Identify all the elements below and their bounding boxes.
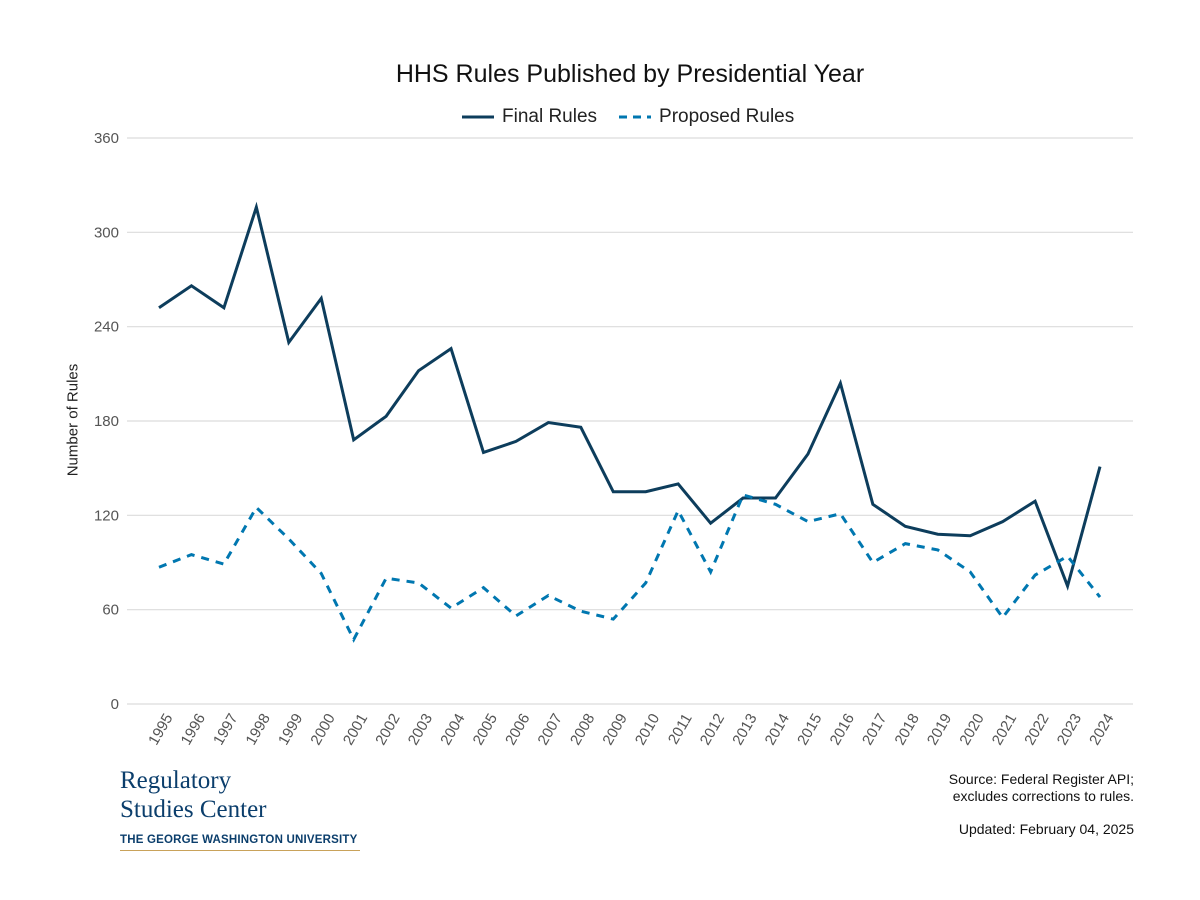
- legend-item-proposed: Proposed Rules: [619, 106, 794, 128]
- x-tick-label: 2019: [924, 711, 955, 748]
- x-tick-label: 2008: [567, 711, 598, 748]
- y-tick-label: 60: [102, 602, 119, 619]
- x-tick-label: 2016: [827, 711, 858, 748]
- y-tick-label: 240: [94, 319, 119, 336]
- source-line-2: excludes corrections to rules.: [952, 788, 1134, 804]
- legend-dashed-line-icon: [619, 115, 652, 119]
- source-note: Source: Federal Register API; excludes c…: [949, 771, 1134, 805]
- x-tick-label: 2023: [1054, 711, 1085, 748]
- x-tick-label: 2024: [1086, 711, 1117, 748]
- x-tick-label: 2004: [437, 711, 468, 748]
- x-tick-label: 2003: [405, 711, 436, 748]
- legend-label-proposed: Proposed Rules: [659, 106, 795, 127]
- updated-note: Updated: February 04, 2025: [958, 821, 1134, 837]
- x-tick-label: 2007: [535, 711, 566, 748]
- x-tick-label: 2011: [665, 711, 696, 747]
- legend-item-final: Final Rules: [462, 106, 597, 128]
- legend-label-final: Final Rules: [502, 106, 598, 127]
- x-tick-label: 2015: [794, 711, 825, 748]
- series-line-final: [158, 201, 1102, 591]
- x-tick-label: 2021: [989, 711, 1020, 748]
- x-tick-label: 1996: [178, 711, 209, 748]
- x-tick-label: 2012: [697, 711, 728, 748]
- logo-line-1: Regulatory: [120, 767, 232, 794]
- logo-line-2: Studies Center: [120, 796, 267, 823]
- logo: Regulatory Studies Center THE GEORGE WAS…: [120, 766, 360, 851]
- x-tick-label: 2010: [632, 711, 663, 748]
- x-tick-label: 1999: [275, 711, 306, 748]
- x-tick-label: 2002: [372, 711, 403, 748]
- x-tick-label: 2000: [307, 711, 338, 748]
- legend-solid-line-icon: [462, 115, 494, 119]
- y-tick-label: 360: [94, 130, 119, 147]
- x-tick-label: 2020: [956, 711, 987, 748]
- legend: Final Rules Proposed Rules: [462, 106, 816, 128]
- source-line-1: Source: Federal Register API;: [948, 771, 1134, 787]
- logo-line-3: THE GEORGE WASHINGTON UNIVERSITY: [120, 834, 360, 851]
- y-tick-label: 0: [111, 696, 119, 713]
- x-tick-label: 2009: [599, 711, 630, 748]
- x-tick-label: 2014: [762, 711, 793, 748]
- y-tick-label: 300: [94, 224, 119, 241]
- chart-title: HHS Rules Published by Presidential Year: [395, 60, 865, 88]
- x-tick-label: 2018: [891, 711, 922, 748]
- x-tick-label: 1997: [210, 711, 241, 748]
- x-tick-label: 2017: [859, 711, 890, 748]
- y-tick-label: 180: [94, 413, 119, 430]
- x-tick-label: 2005: [470, 711, 501, 748]
- x-tick-label: 2006: [502, 711, 533, 748]
- y-tick-label: 120: [94, 507, 119, 524]
- x-tick-label: 2022: [1021, 711, 1052, 748]
- x-tick-label: 1995: [145, 711, 176, 748]
- x-tick-label: 1998: [242, 711, 273, 748]
- series-line-proposed: [158, 493, 1102, 643]
- x-tick-label: 2001: [340, 711, 371, 748]
- x-tick-label: 2013: [729, 711, 760, 748]
